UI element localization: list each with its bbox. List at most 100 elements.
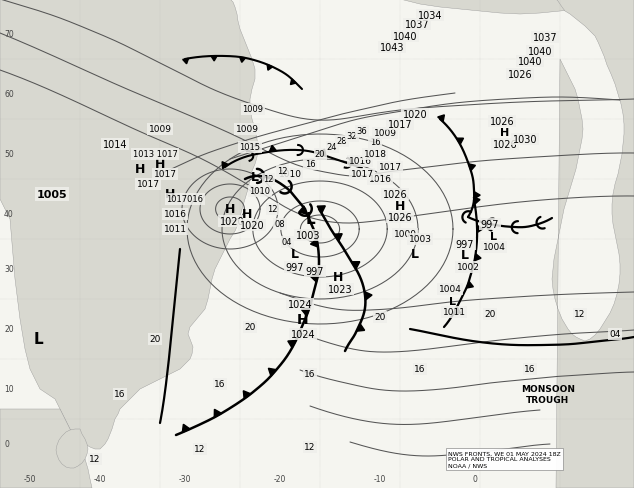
Text: -40: -40 [94, 474, 107, 483]
Text: 1005: 1005 [37, 190, 67, 200]
Text: L: L [489, 231, 496, 242]
Text: 1030: 1030 [513, 135, 537, 145]
Text: 70: 70 [4, 30, 14, 40]
Text: 20: 20 [244, 323, 256, 332]
Text: 0: 0 [4, 440, 9, 448]
Text: 1037: 1037 [404, 20, 429, 30]
Text: 20: 20 [374, 313, 385, 322]
Polygon shape [352, 262, 360, 269]
Text: 16: 16 [524, 365, 536, 374]
Text: 997: 997 [481, 220, 499, 229]
Text: 12: 12 [304, 443, 316, 451]
Text: 1043: 1043 [380, 43, 404, 53]
Text: 1011: 1011 [443, 308, 465, 317]
Text: -10: -10 [374, 474, 386, 483]
Text: 1010: 1010 [278, 170, 302, 179]
Text: 997: 997 [286, 263, 304, 272]
Polygon shape [319, 150, 326, 157]
Text: 1003: 1003 [295, 230, 320, 241]
Text: 1004: 1004 [439, 285, 462, 294]
Polygon shape [400, 0, 634, 15]
Text: H: H [165, 188, 175, 201]
Text: 1040: 1040 [392, 32, 417, 42]
Text: 16: 16 [305, 160, 315, 169]
Text: 12: 12 [194, 445, 205, 453]
Text: 20: 20 [4, 325, 13, 334]
Polygon shape [475, 254, 481, 261]
Text: 40: 40 [4, 210, 14, 219]
Text: 30: 30 [4, 265, 14, 274]
Text: 20: 20 [150, 335, 160, 344]
Text: 36: 36 [357, 127, 367, 136]
Polygon shape [0, 0, 258, 449]
Text: 1017016: 1017016 [167, 195, 204, 204]
Text: 1015: 1015 [240, 143, 261, 152]
Text: 1016: 1016 [164, 210, 186, 219]
Text: 12: 12 [262, 175, 273, 184]
Polygon shape [474, 192, 480, 200]
Text: 1009: 1009 [373, 129, 396, 138]
Text: L: L [291, 248, 299, 261]
Polygon shape [454, 307, 461, 314]
Text: 1020: 1020 [220, 217, 244, 226]
Text: 1040: 1040 [527, 47, 552, 57]
Text: 28: 28 [337, 137, 347, 146]
Text: 1020: 1020 [403, 110, 427, 120]
Polygon shape [469, 164, 476, 171]
Text: 1026: 1026 [383, 190, 407, 200]
Polygon shape [334, 234, 342, 242]
Polygon shape [474, 198, 480, 205]
Polygon shape [240, 58, 245, 63]
Text: 60: 60 [4, 90, 14, 99]
Text: 12: 12 [277, 167, 287, 176]
Polygon shape [269, 146, 276, 152]
Polygon shape [290, 80, 296, 85]
Text: 50: 50 [4, 150, 14, 159]
Text: 1040: 1040 [518, 57, 542, 67]
Text: -20: -20 [274, 474, 286, 483]
Text: L: L [448, 296, 455, 306]
Text: 1024: 1024 [290, 329, 315, 339]
Polygon shape [183, 425, 190, 432]
Text: 997: 997 [306, 266, 324, 276]
Text: H: H [500, 128, 510, 138]
Text: H: H [297, 312, 309, 326]
Text: H: H [135, 163, 145, 176]
Text: 12: 12 [89, 454, 101, 464]
Polygon shape [299, 206, 307, 215]
Text: 1034: 1034 [418, 11, 443, 21]
Polygon shape [317, 206, 325, 214]
Text: 1017: 1017 [387, 120, 412, 130]
Text: 997: 997 [456, 240, 474, 249]
Text: 1004: 1004 [482, 243, 505, 252]
Text: 12: 12 [574, 310, 586, 319]
Polygon shape [183, 59, 188, 64]
Text: 1026: 1026 [493, 140, 517, 150]
Text: 1017: 1017 [136, 180, 160, 189]
Text: 24: 24 [327, 143, 337, 152]
Text: 1014: 1014 [103, 140, 127, 150]
Text: 1037: 1037 [533, 33, 557, 43]
Text: 04: 04 [281, 238, 292, 247]
Text: 1017: 1017 [378, 163, 401, 172]
Polygon shape [267, 65, 273, 71]
Text: 1026: 1026 [387, 213, 412, 223]
Text: 16: 16 [214, 380, 226, 389]
Polygon shape [437, 116, 444, 122]
Polygon shape [243, 391, 251, 399]
Text: 1016: 1016 [349, 157, 372, 166]
Polygon shape [356, 324, 365, 331]
Polygon shape [211, 57, 217, 62]
Text: 10: 10 [4, 385, 13, 394]
Polygon shape [456, 139, 463, 145]
Text: 1016: 1016 [368, 175, 392, 184]
Text: 1017: 1017 [351, 170, 373, 179]
Polygon shape [467, 282, 474, 288]
Text: L: L [461, 249, 469, 262]
Polygon shape [56, 429, 88, 468]
Text: 16: 16 [304, 370, 316, 379]
Text: 1018: 1018 [363, 150, 387, 159]
Text: 08: 08 [275, 220, 285, 229]
Text: 16: 16 [114, 390, 126, 399]
Text: 04: 04 [609, 330, 621, 339]
